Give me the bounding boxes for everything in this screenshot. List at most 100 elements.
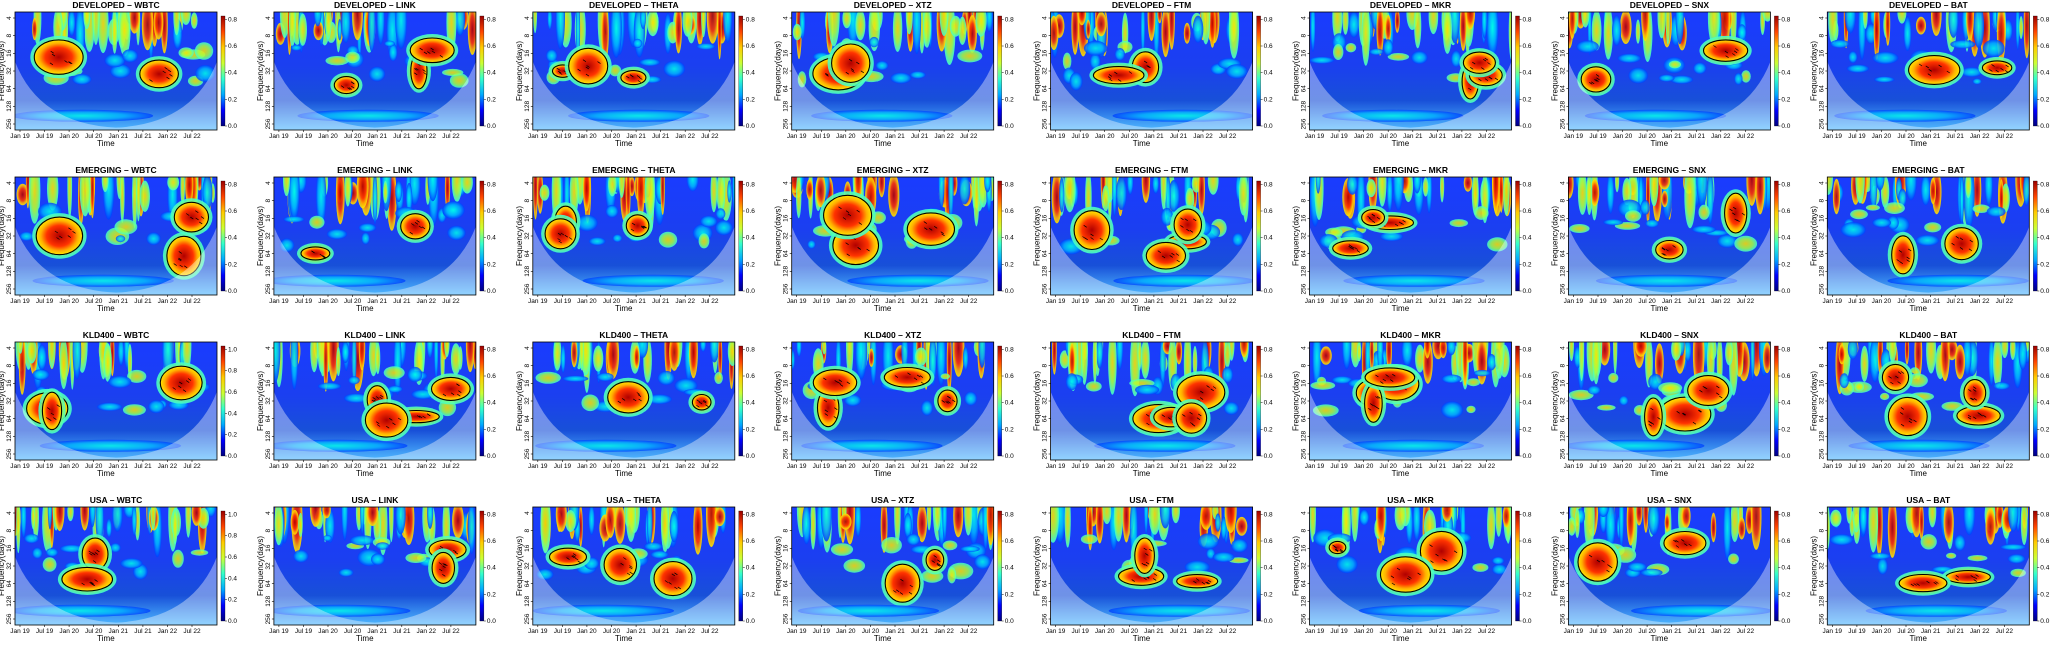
x-tick-label: Jan 22	[417, 133, 437, 140]
wavelet-panel: KLD400 – BAT48163264128256Frequency(days…	[1809, 330, 2049, 478]
coherence-blob	[646, 507, 653, 546]
coherence-blob	[555, 507, 567, 532]
coherence-blob	[1865, 204, 1880, 211]
coherence-blob	[120, 558, 143, 569]
coherence-blob	[1665, 12, 1670, 45]
significance-contour	[173, 201, 210, 233]
coherence-blob	[1829, 534, 1854, 546]
coherence-blob	[1116, 342, 1124, 370]
phase-arrow	[940, 231, 944, 234]
coherence-blob	[1331, 376, 1353, 384]
wavelet-panel: USA – XTZ48163264128256Frequency(days)Ja…	[774, 495, 1014, 643]
significance-contour	[431, 551, 456, 584]
y-tick-label: 128	[1559, 100, 1566, 111]
coherence-blob	[973, 177, 980, 227]
colorbar-tick-label: 0.4	[1523, 400, 1532, 407]
wavelet-panel: KLD400 – THETA48163264128256Frequency(da…	[515, 330, 755, 478]
coherence-blob	[1471, 177, 1479, 216]
coherence-blob	[1175, 342, 1183, 365]
coherence-blob	[97, 402, 123, 411]
y-tick-label: 4	[1301, 511, 1308, 515]
coherence-blob	[1840, 222, 1866, 238]
x-tick-label: Jan 20	[577, 133, 597, 140]
phase-arrow	[1128, 71, 1133, 74]
y-axis-label: Frequency(days)	[1809, 371, 1818, 431]
x-tick-label: Jul 20	[862, 463, 880, 470]
phase-arrow	[631, 222, 636, 226]
x-axis-label: Time	[356, 304, 374, 313]
panel-title: USA – LINK	[351, 495, 399, 505]
coherence-blob	[1838, 344, 1846, 365]
x-tick-label: Jul 21	[1947, 298, 1965, 305]
x-tick-label: Jan 19	[1564, 463, 1584, 470]
colorbar-tick-label: 0.6	[746, 538, 755, 545]
phase-arrow	[1908, 248, 1912, 252]
coherence-blob	[383, 366, 405, 380]
x-tick-label: Jul 22	[1996, 628, 2014, 635]
x-tick-label: Jul 20	[85, 628, 103, 635]
cone-of-influence	[1827, 226, 2030, 295]
coherence-blob	[122, 404, 146, 416]
coherence-blob	[1135, 384, 1160, 395]
x-tick-label: Jan 19	[528, 463, 548, 470]
coherence-blob	[1855, 177, 1865, 204]
phase-arrow	[375, 396, 380, 399]
coherence-blob	[1916, 16, 1926, 35]
coherence-blob	[1351, 507, 1359, 542]
coherence-blob	[1376, 507, 1386, 541]
phase-arrow	[1193, 580, 1197, 584]
y-tick-label: 128	[265, 100, 272, 111]
significance-contour	[1134, 537, 1155, 574]
y-tick-label: 128	[783, 100, 790, 111]
x-tick-label: Jul 22	[442, 298, 460, 305]
phase-arrow	[1735, 48, 1739, 51]
coherence-blob	[1763, 342, 1771, 374]
phase-arrow	[705, 404, 709, 407]
heatmap-blobs	[15, 12, 216, 122]
phase-arrow	[919, 375, 924, 378]
colorbar-tick-label: 0.2	[746, 96, 755, 103]
phase-arrow	[1099, 237, 1103, 241]
y-tick-label: 8	[1301, 364, 1308, 368]
x-tick-label: Jan 22	[675, 463, 695, 470]
colorbar-tick-label: 0.4	[228, 575, 237, 582]
phase-arrow	[574, 557, 579, 561]
coherence-blob	[610, 12, 622, 58]
panel-title: KLD400 – SNX	[1640, 330, 1699, 340]
phase-arrow	[696, 405, 700, 408]
coherence-blob	[1569, 12, 1576, 39]
x-tick-label: Jul 19	[813, 463, 831, 470]
coherence-blob	[942, 507, 948, 542]
significance-contour	[1891, 235, 1915, 275]
phase-arrow	[621, 398, 626, 401]
coherence-blob	[461, 177, 473, 194]
y-tick-label: 8	[524, 529, 531, 533]
coherence-blob	[533, 177, 538, 220]
x-tick-label: Jan 19	[1305, 463, 1325, 470]
x-tick-label: Jan 19	[528, 298, 548, 305]
heatmap-blobs	[1310, 342, 1510, 452]
low-frequency-band	[532, 604, 675, 617]
y-tick-label: 32	[1818, 397, 1825, 405]
phase-arrow	[49, 62, 54, 66]
coherence-blob	[375, 542, 390, 550]
coherence-blob	[892, 12, 903, 52]
phase-arrow	[1373, 405, 1377, 408]
significance-contour	[544, 218, 577, 250]
phase-arrow	[894, 375, 899, 378]
y-tick-label: 64	[1559, 85, 1566, 93]
y-tick-label: 8	[1042, 199, 1049, 203]
coherence-blob	[921, 400, 933, 416]
coherence-blob	[403, 507, 415, 545]
y-tick-label: 4	[524, 511, 531, 515]
phase-arrow	[664, 580, 669, 583]
wavelet-panel: DEVELOPED – LINK48163264128256Frequency(…	[256, 0, 496, 148]
phase-arrow	[1339, 550, 1343, 553]
panel-title: KLD400 – FTM	[1122, 330, 1181, 340]
coherence-blob	[565, 510, 576, 532]
coherence-blob	[45, 548, 59, 557]
coherence-blob	[576, 214, 598, 232]
x-tick-label: Jan 19	[1046, 133, 1066, 140]
x-tick-label: Jan 20	[1872, 298, 1892, 305]
panel-title: EMERGING – LINK	[337, 165, 413, 175]
